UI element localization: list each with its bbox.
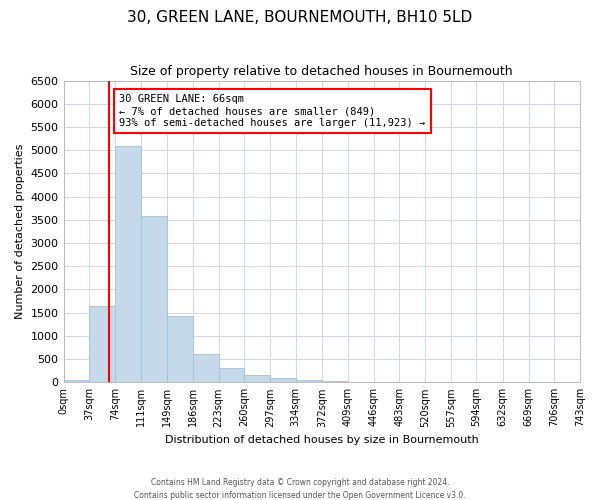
Bar xyxy=(140,216,167,382)
Bar xyxy=(296,380,322,382)
Title: Size of property relative to detached houses in Bournemouth: Size of property relative to detached ho… xyxy=(130,65,513,78)
Text: 30, GREEN LANE, BOURNEMOUTH, BH10 5LD: 30, GREEN LANE, BOURNEMOUTH, BH10 5LD xyxy=(127,10,473,25)
Bar xyxy=(64,380,89,382)
Text: 30 GREEN LANE: 66sqm
← 7% of detached houses are smaller (849)
93% of semi-detac: 30 GREEN LANE: 66sqm ← 7% of detached ho… xyxy=(119,94,425,128)
Bar xyxy=(270,378,296,382)
X-axis label: Distribution of detached houses by size in Bournemouth: Distribution of detached houses by size … xyxy=(165,435,479,445)
Y-axis label: Number of detached properties: Number of detached properties xyxy=(15,144,25,319)
Bar xyxy=(115,146,140,382)
Bar xyxy=(322,381,348,382)
Bar xyxy=(89,306,115,382)
Text: Contains HM Land Registry data © Crown copyright and database right 2024.
Contai: Contains HM Land Registry data © Crown c… xyxy=(134,478,466,500)
Bar xyxy=(193,354,218,382)
Bar xyxy=(167,316,193,382)
Bar xyxy=(218,368,244,382)
Bar xyxy=(244,376,270,382)
